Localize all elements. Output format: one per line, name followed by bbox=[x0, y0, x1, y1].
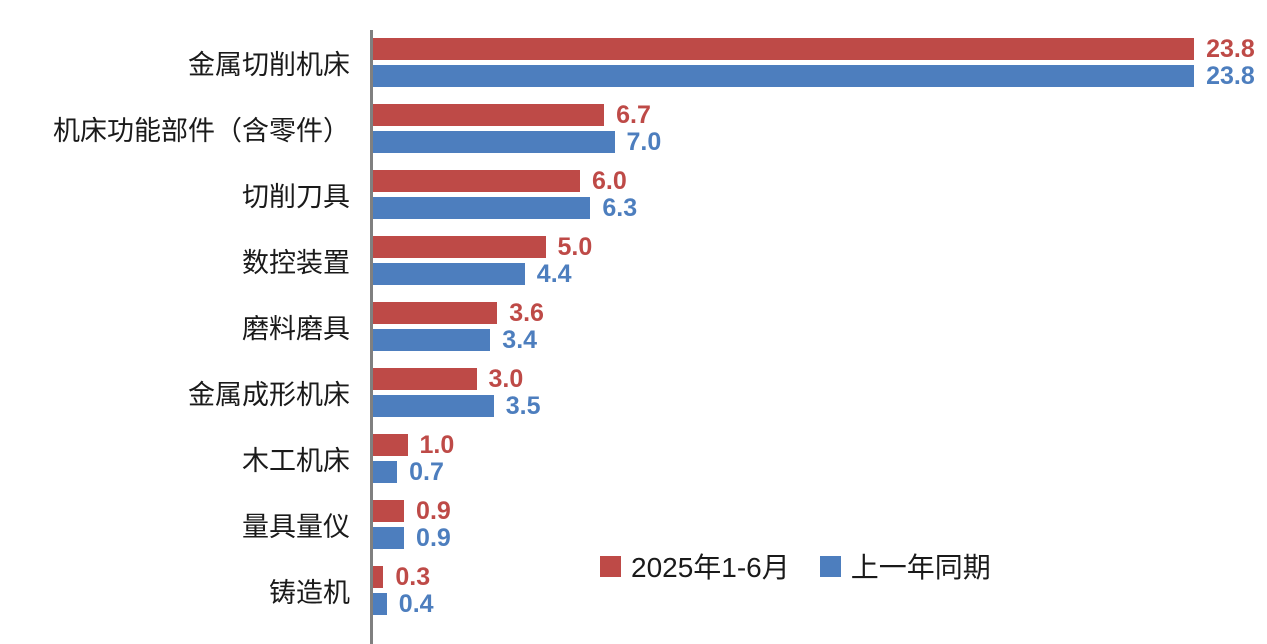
series-1-bar-line: 3.5 bbox=[373, 392, 1267, 420]
series-1-bar bbox=[373, 329, 491, 351]
series-0-bar bbox=[373, 236, 546, 258]
series-1-bar-line: 7.0 bbox=[373, 128, 1267, 156]
series-1-value-label: 0.9 bbox=[416, 524, 451, 552]
category-row: 金属切削机床 23.8 23.8 bbox=[0, 35, 1267, 90]
series-1-value-label: 7.0 bbox=[626, 128, 662, 156]
category-label: 铸造机 bbox=[269, 578, 350, 608]
category-bars: 5.0 4.4 bbox=[373, 233, 1267, 288]
series-0-bar-line: 1.0 bbox=[373, 431, 1267, 459]
series-0-value-label: 1.0 bbox=[419, 431, 455, 459]
series-0-value-label: 6.0 bbox=[592, 167, 627, 195]
category-row: 磨料磨具 3.6 3.4 bbox=[0, 299, 1267, 354]
series-1-value-label: 0.7 bbox=[409, 458, 444, 486]
category-bars: 23.8 23.8 bbox=[373, 35, 1267, 90]
category-row: 木工机床 1.0 0.7 bbox=[0, 431, 1267, 486]
series-0-bar-line: 23.8 bbox=[373, 35, 1267, 63]
series-0-bar-line: 5.0 bbox=[373, 233, 1267, 261]
series-1-bar-line: 0.4 bbox=[373, 590, 1267, 618]
series-1-bar-line: 23.8 bbox=[373, 62, 1267, 90]
category-bars: 0.3 0.4 bbox=[373, 563, 1267, 618]
series-1-bar-line: 6.3 bbox=[373, 194, 1267, 222]
category-label: 木工机床 bbox=[242, 446, 350, 476]
category-row: 切削刀具 6.0 6.3 bbox=[0, 167, 1267, 222]
legend-item-current-period: 2025年1-6月 bbox=[600, 546, 790, 586]
category-bars: 1.0 0.7 bbox=[373, 431, 1267, 486]
series-1-bar bbox=[373, 65, 1195, 87]
series-0-value-label: 0.9 bbox=[416, 497, 451, 525]
series-1-bar-line: 0.9 bbox=[373, 524, 1267, 552]
series-1-bar-line: 4.4 bbox=[373, 260, 1267, 288]
legend-label: 2025年1-6月 bbox=[631, 552, 790, 583]
series-1-bar bbox=[373, 197, 591, 219]
series-0-bar bbox=[373, 104, 605, 126]
series-1-value-label: 23.8 bbox=[1206, 62, 1255, 90]
legend-swatch-red-icon bbox=[600, 555, 621, 577]
category-bars: 0.9 0.9 bbox=[373, 497, 1267, 552]
series-0-value-label: 5.0 bbox=[557, 233, 593, 261]
category-label: 金属成形机床 bbox=[188, 380, 350, 410]
category-bars: 3.0 3.5 bbox=[373, 365, 1267, 420]
series-1-value-label: 6.3 bbox=[602, 194, 638, 222]
series-1-bar bbox=[373, 131, 615, 153]
series-0-bar-line: 0.9 bbox=[373, 497, 1267, 525]
series-0-bar bbox=[373, 500, 405, 522]
chart-rows: 金属切削机床 23.8 23.8 机床功能部件（含零件） 6.7 7.0 bbox=[0, 35, 1267, 632]
series-0-bar bbox=[373, 368, 477, 390]
category-bars: 6.0 6.3 bbox=[373, 167, 1267, 222]
series-1-bar bbox=[373, 527, 405, 549]
series-1-value-label: 0.4 bbox=[398, 590, 434, 618]
legend-label: 上一年同期 bbox=[850, 552, 991, 583]
category-row: 量具量仪 0.9 0.9 bbox=[0, 497, 1267, 552]
series-0-value-label: 3.0 bbox=[488, 365, 524, 393]
category-label: 数控装置 bbox=[242, 248, 350, 278]
legend-item-previous-period: 上一年同期 bbox=[819, 546, 991, 586]
series-0-bar bbox=[373, 434, 408, 456]
series-0-bar-line: 6.0 bbox=[373, 167, 1267, 195]
series-0-bar-line: 3.6 bbox=[373, 299, 1267, 327]
series-1-bar bbox=[373, 395, 494, 417]
category-label: 切削刀具 bbox=[242, 182, 350, 212]
vertical-axis-line bbox=[370, 30, 373, 644]
series-0-bar bbox=[373, 38, 1195, 60]
category-bars: 6.7 7.0 bbox=[373, 101, 1267, 156]
series-1-bar-line: 3.4 bbox=[373, 326, 1267, 354]
series-0-value-label: 23.8 bbox=[1206, 35, 1255, 63]
category-row: 铸造机 0.3 0.4 bbox=[0, 563, 1267, 618]
series-1-bar-line: 0.7 bbox=[373, 458, 1267, 486]
legend-swatch-blue-icon bbox=[819, 555, 841, 577]
chart-legend: 2025年1-6月 上一年同期 bbox=[600, 548, 991, 584]
category-label: 机床功能部件（含零件） bbox=[53, 116, 350, 146]
category-row: 机床功能部件（含零件） 6.7 7.0 bbox=[0, 101, 1267, 156]
series-0-bar bbox=[373, 170, 580, 192]
category-label: 磨料磨具 bbox=[242, 314, 350, 344]
category-label: 金属切削机床 bbox=[188, 50, 350, 80]
series-1-value-label: 3.4 bbox=[502, 326, 538, 354]
series-1-bar bbox=[373, 593, 387, 615]
series-0-bar bbox=[373, 566, 384, 588]
series-1-bar bbox=[373, 461, 398, 483]
series-0-bar-line: 6.7 bbox=[373, 101, 1267, 129]
series-0-value-label: 3.6 bbox=[509, 299, 544, 327]
series-0-bar-line: 0.3 bbox=[373, 563, 1267, 591]
series-1-value-label: 3.5 bbox=[505, 392, 541, 420]
series-1-bar bbox=[373, 263, 525, 285]
series-0-value-label: 6.7 bbox=[616, 101, 651, 129]
category-row: 金属成形机床 3.0 3.5 bbox=[0, 365, 1267, 420]
category-bars: 3.6 3.4 bbox=[373, 299, 1267, 354]
category-label: 量具量仪 bbox=[242, 512, 350, 542]
series-0-bar-line: 3.0 bbox=[373, 365, 1267, 393]
series-1-value-label: 4.4 bbox=[536, 260, 572, 288]
category-row: 数控装置 5.0 4.4 bbox=[0, 233, 1267, 288]
series-0-value-label: 0.3 bbox=[395, 563, 431, 591]
series-0-bar bbox=[373, 302, 498, 324]
